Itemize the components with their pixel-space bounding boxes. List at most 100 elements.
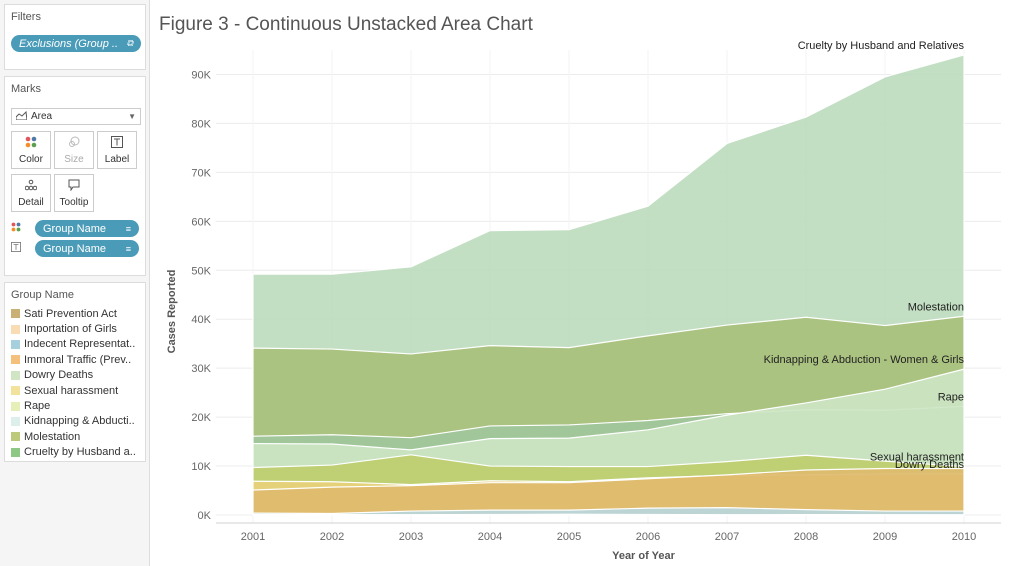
- series-end-label: Cruelty by Husband and Relatives: [798, 40, 965, 52]
- tooltip-button-label: Tooltip: [59, 196, 89, 208]
- pill-label: Group Name: [43, 242, 106, 255]
- series-end-label: Rape: [938, 391, 964, 403]
- label-shelf-row: Group Name ≡: [11, 240, 141, 257]
- size-button[interactable]: Size: [54, 131, 94, 169]
- x-tick-label: 2007: [715, 531, 739, 543]
- filters-card: Filters Exclusions (Group .. ⧉: [4, 4, 146, 70]
- legend-item[interactable]: Sexual harassment: [5, 383, 145, 398]
- exclusions-filter-pill[interactable]: Exclusions (Group .. ⧉: [11, 35, 141, 52]
- legend-label: Molestation: [24, 430, 81, 443]
- legend-label: Sati Prevention Act: [24, 307, 117, 320]
- legend-swatch: [11, 355, 20, 365]
- legend-item[interactable]: Kidnapping & Abducti..: [5, 414, 145, 429]
- x-axis-title: Year of Year: [612, 550, 676, 562]
- legend-items: Sati Prevention Act Importation of Girls I…: [5, 306, 145, 460]
- filter-pill-label: Exclusions (Group ..: [19, 37, 119, 50]
- legend-swatch: [11, 324, 20, 334]
- chevron-down-icon: ▼: [128, 112, 136, 121]
- legend-item[interactable]: Rape: [5, 398, 145, 413]
- legend-label: Importation of Girls: [24, 323, 117, 336]
- detail-button-label: Detail: [18, 196, 44, 208]
- filters-title: Filters: [11, 11, 41, 23]
- legend-item[interactable]: Cruelty by Husband a..: [5, 445, 145, 460]
- link-icon: ⧉: [126, 38, 133, 48]
- series-area: [252, 507, 965, 516]
- label-button-label: Label: [104, 153, 130, 165]
- legend-swatch: [11, 339, 20, 349]
- color-button-label: Color: [19, 153, 43, 165]
- y-tick-label: 30K: [191, 363, 211, 375]
- area-chart: 0K 10K 20K 30K 40K 50K 60K 70K 80K 90K 2001 2002 200…: [166, 40, 1001, 562]
- area-chart-icon: [15, 110, 28, 123]
- legend-label: Dowry Deaths: [24, 369, 94, 382]
- x-tick-label: 2006: [636, 531, 660, 543]
- legend-title: Group Name: [11, 289, 74, 301]
- marks-title: Marks: [11, 83, 41, 95]
- legend-item[interactable]: Indecent Representat..: [5, 337, 145, 352]
- size-icon: [68, 136, 80, 151]
- sort-icon: ≡: [125, 223, 131, 234]
- legend-swatch: [11, 401, 20, 411]
- detail-dots-icon: [24, 179, 38, 194]
- sidebar: Filters Exclusions (Group .. ⧉ Marks Are…: [0, 0, 150, 566]
- legend-item[interactable]: Sati Prevention Act: [5, 306, 145, 321]
- legend-swatch: [11, 309, 20, 319]
- label-button[interactable]: Label: [97, 131, 137, 169]
- x-tick-label: 2003: [399, 531, 423, 543]
- y-axis-title: Cases Reported: [166, 270, 178, 354]
- text-label-icon: [11, 242, 27, 255]
- y-tick-label: 70K: [191, 167, 211, 179]
- legend-label: Rape: [24, 400, 51, 413]
- y-tick-label: 50K: [191, 265, 211, 277]
- legend-label: Sexual harassment: [24, 384, 119, 397]
- speech-bubble-icon: [68, 179, 80, 194]
- x-tick-label: 2010: [952, 531, 976, 543]
- legend-swatch: [11, 386, 20, 396]
- tooltip-button[interactable]: Tooltip: [54, 174, 94, 212]
- series-end-label: Molestation: [908, 301, 964, 313]
- legend-swatch: [11, 432, 20, 442]
- y-tick-label: 40K: [191, 314, 211, 326]
- x-tick-label: 2001: [241, 531, 265, 543]
- size-button-label: Size: [64, 153, 84, 165]
- x-tick-label: 2004: [478, 531, 502, 543]
- marks-card: Marks Area ▼ Color Size Label: [4, 76, 146, 276]
- color-dots-icon: [11, 222, 27, 235]
- legend-label: Immoral Traffic (Prev..: [24, 353, 132, 366]
- group-name-label-pill[interactable]: Group Name ≡: [35, 240, 139, 257]
- mark-type-dropdown[interactable]: Area ▼: [11, 108, 141, 125]
- y-tick-label: 20K: [191, 412, 211, 424]
- y-tick-label: 0K: [198, 510, 212, 522]
- sort-icon: ≡: [125, 243, 131, 254]
- legend-swatch: [11, 416, 20, 426]
- y-tick-label: 10K: [191, 461, 211, 473]
- x-tick-label: 2008: [794, 531, 818, 543]
- legend-item[interactable]: Importation of Girls: [5, 321, 145, 336]
- legend-label: Cruelty by Husband a..: [24, 446, 136, 459]
- legend-item[interactable]: Molestation: [5, 429, 145, 444]
- x-tick-label: 2009: [873, 531, 897, 543]
- legend-label: Kidnapping & Abducti..: [24, 415, 135, 428]
- text-label-icon: [111, 135, 123, 151]
- legend-item[interactable]: Dowry Deaths: [5, 368, 145, 383]
- y-tick-label: 80K: [191, 118, 211, 130]
- x-tick-label: 2002: [320, 531, 344, 543]
- color-shelf-row: Group Name ≡: [11, 220, 141, 237]
- group-name-color-pill[interactable]: Group Name ≡: [35, 220, 139, 237]
- y-tick-label: 60K: [191, 216, 211, 228]
- legend-swatch: [11, 370, 20, 380]
- series-end-label: Sexual harassment: [870, 452, 964, 464]
- chart-title: Figure 3 - Continuous Unstacked Area Cha…: [159, 14, 533, 35]
- color-legend: Group Name Sati Prevention Act Importatio…: [4, 282, 146, 462]
- series-area: [252, 467, 965, 516]
- legend-item[interactable]: Immoral Traffic (Prev..: [5, 352, 145, 367]
- color-dots-icon: [25, 136, 37, 151]
- detail-button[interactable]: Detail: [11, 174, 51, 212]
- series-end-label: Kidnapping & Abduction - Women & Girls: [764, 354, 965, 366]
- color-button[interactable]: Color: [11, 131, 51, 169]
- mark-type-label: Area: [31, 111, 53, 122]
- series-end-label: Dowry Deaths: [895, 459, 965, 471]
- legend-label: Indecent Representat..: [24, 338, 136, 351]
- pill-label: Group Name: [43, 222, 106, 235]
- legend-swatch: [11, 447, 20, 457]
